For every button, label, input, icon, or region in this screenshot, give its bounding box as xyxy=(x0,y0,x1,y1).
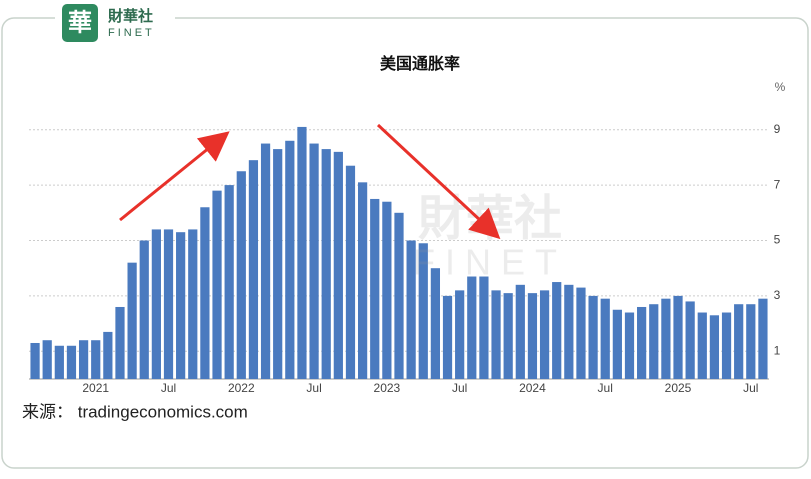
bar xyxy=(370,198,380,379)
x-tick-label: Jul xyxy=(306,381,321,395)
watermark-en: FINET xyxy=(413,242,567,283)
x-tick-label: 2025 xyxy=(665,381,692,395)
bar xyxy=(200,207,210,379)
bar xyxy=(103,331,113,379)
bar xyxy=(345,165,356,379)
bar xyxy=(552,282,562,379)
bar xyxy=(612,309,622,379)
x-tick-label: 2021 xyxy=(82,381,109,395)
y-tick-label: 5 xyxy=(774,233,781,247)
arrow-up xyxy=(119,131,230,222)
bar xyxy=(709,315,720,379)
logo-en: FINET xyxy=(108,27,155,39)
bar xyxy=(394,212,404,379)
bar xyxy=(734,304,744,379)
bar xyxy=(418,243,428,379)
bar xyxy=(212,190,222,379)
bar xyxy=(564,284,574,379)
bar xyxy=(539,290,550,379)
bar xyxy=(163,229,174,379)
bar xyxy=(442,295,453,379)
bar xyxy=(685,301,695,379)
bar xyxy=(333,151,343,379)
bar xyxy=(260,143,271,379)
logo-mark-text: 華 xyxy=(68,9,92,36)
bar xyxy=(42,340,52,379)
bar xyxy=(30,342,40,379)
bar xyxy=(649,304,659,379)
arrow-down xyxy=(376,123,501,240)
bar xyxy=(491,290,501,379)
bar xyxy=(78,340,89,379)
bar xyxy=(91,340,101,379)
bar xyxy=(697,312,707,379)
x-tick-label: Jul xyxy=(743,381,758,395)
source: 来源： tradingeconomics.com xyxy=(22,402,248,421)
bar xyxy=(661,298,671,379)
bar xyxy=(588,295,598,379)
x-tick-label: Jul xyxy=(598,381,613,395)
bar xyxy=(273,149,283,379)
card xyxy=(1,17,809,469)
bar xyxy=(600,298,610,379)
logo-cn: 財華社 xyxy=(107,7,153,25)
y-tick-label: 9 xyxy=(774,122,781,136)
bar xyxy=(188,229,198,379)
bar xyxy=(285,140,295,379)
bar xyxy=(455,290,465,379)
bar xyxy=(139,240,149,379)
logo-mark xyxy=(62,4,98,42)
bar xyxy=(673,295,683,379)
y-unit: % xyxy=(775,80,786,94)
plot: 1 3 5 7 9 2021 Jul 2022 Jul 2023 Jul 2024 Jul 2025 Jul xyxy=(29,122,781,395)
x-tick-label: Jul xyxy=(452,381,467,395)
x-tick-label: Jul xyxy=(161,381,176,395)
bar xyxy=(758,298,768,379)
bar xyxy=(248,160,259,379)
x-tick-label: 2022 xyxy=(228,381,255,395)
bar xyxy=(624,312,635,379)
bar xyxy=(467,276,477,379)
bar xyxy=(236,171,246,379)
bar xyxy=(297,126,307,380)
bar xyxy=(357,182,368,379)
x-tick-label: 2023 xyxy=(374,381,401,395)
bar xyxy=(54,345,64,379)
bar xyxy=(746,304,756,379)
bar xyxy=(127,262,137,379)
bar xyxy=(503,293,513,379)
bar xyxy=(527,293,538,379)
bar xyxy=(406,240,416,379)
bar xyxy=(151,229,161,379)
bar xyxy=(309,143,319,379)
watermark-cn: 財華社 xyxy=(418,193,562,246)
bar xyxy=(576,287,586,379)
y-tick-label: 3 xyxy=(774,288,781,302)
bar xyxy=(430,268,441,379)
bar xyxy=(321,149,331,379)
bar xyxy=(515,284,525,379)
bar xyxy=(479,276,489,379)
chart-title: 美国通胀率 xyxy=(380,54,460,73)
bar xyxy=(115,306,125,379)
bar xyxy=(637,306,647,379)
bar xyxy=(176,232,186,379)
bar xyxy=(224,185,234,379)
y-tick-label: 7 xyxy=(774,177,781,191)
bar xyxy=(382,201,392,379)
watermark: 財華社 FINET xyxy=(413,193,567,283)
bar xyxy=(721,312,732,379)
bar xyxy=(66,345,77,379)
x-tick-label: 2024 xyxy=(519,381,546,395)
y-tick-label: 1 xyxy=(774,343,781,357)
